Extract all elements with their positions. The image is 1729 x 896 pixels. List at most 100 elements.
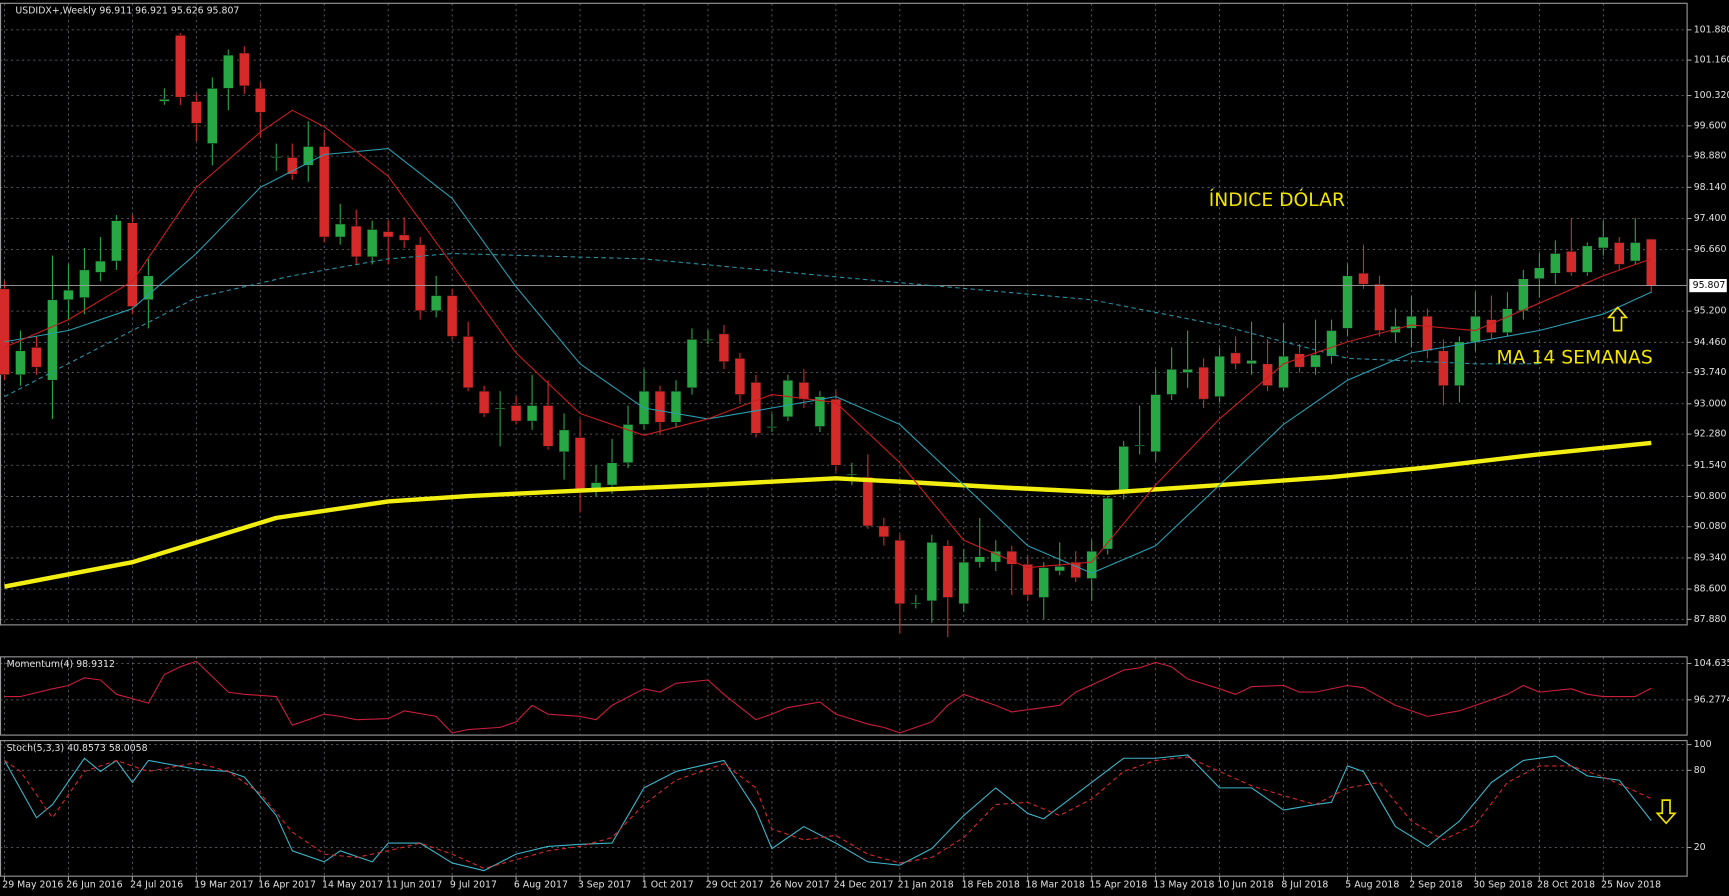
candle-body — [1038, 567, 1049, 598]
candle-body — [526, 405, 538, 422]
candle-body — [1262, 363, 1273, 386]
candle-body — [750, 382, 762, 434]
x-tick-label: 15 Apr 2018 — [1089, 879, 1147, 890]
candle-body — [1518, 278, 1529, 312]
panel-title: USDIDX+,Weekly 96.911 96.921 95.626 95.8… — [15, 6, 239, 17]
candle-body — [1118, 446, 1129, 495]
y-tick-label: 90.800 — [1694, 491, 1727, 502]
candle-body — [1294, 353, 1305, 368]
candle-body — [782, 379, 794, 418]
candle-body — [1422, 315, 1433, 352]
candle-body — [830, 398, 842, 466]
panel-title: Momentum(4) 98.9312 — [7, 659, 115, 670]
x-tick-label: 26 Jun 2016 — [66, 879, 122, 890]
candle-body — [1246, 360, 1257, 365]
candle-body — [207, 88, 218, 144]
y-tick-label: 80 — [1694, 765, 1706, 776]
panel-frame — [0, 656, 1688, 736]
candle-body — [398, 234, 410, 241]
candle-body — [846, 473, 858, 476]
annotation: ÍNDICE DÓLAR — [1209, 187, 1345, 211]
candle-body — [1006, 550, 1017, 565]
candle-body — [718, 333, 730, 362]
y-tick-label: 96.660 — [1694, 244, 1727, 255]
candle-body — [31, 347, 42, 368]
candle-body — [1134, 444, 1145, 447]
panel-frame — [0, 740, 1688, 877]
candle-body — [15, 350, 26, 376]
y-tick-label: 100.320 — [1694, 90, 1729, 101]
last-price-box — [1689, 278, 1727, 293]
candle-body — [942, 545, 954, 598]
y-tick-label: 87.880 — [1694, 614, 1727, 625]
x-tick-label: 11 Jun 2017 — [386, 879, 442, 890]
indicator-line — [4, 252, 1540, 398]
candle-body — [287, 157, 298, 175]
candle-body — [910, 602, 922, 605]
candle-body — [814, 396, 826, 427]
candle-body — [798, 382, 810, 400]
candle-body — [1438, 350, 1449, 386]
candle-body — [542, 405, 554, 447]
candle-body — [1342, 275, 1353, 329]
x-tick-label: 25 Nov 2018 — [1601, 879, 1661, 890]
y-tick-label: 101.160 — [1694, 55, 1729, 66]
candle-body — [95, 260, 106, 273]
x-tick-label: 29 Oct 2017 — [706, 879, 764, 890]
candle-body — [63, 289, 74, 301]
candle-body — [175, 35, 186, 98]
candle-body — [1150, 394, 1161, 453]
candle-body — [366, 229, 378, 258]
candle-body — [654, 390, 666, 423]
y-tick-label: 95.200 — [1694, 306, 1727, 317]
candle-body — [990, 550, 1001, 563]
x-tick-label: 24 Jul 2016 — [130, 879, 183, 890]
candle-body — [734, 358, 746, 395]
y-tick-label: 90.080 — [1694, 521, 1727, 532]
indicator-line — [4, 109, 1652, 569]
x-tick-label: 2 Sep 2018 — [1409, 879, 1462, 890]
candle-body — [334, 223, 346, 238]
candle-body — [1198, 366, 1209, 400]
panel-title: Stoch(5,3,3) 40.8573 58.0058 — [7, 743, 148, 754]
candle-body — [958, 561, 970, 605]
y-tick-label: 100 — [1694, 739, 1712, 750]
x-tick-label: 8 Jul 2018 — [1281, 879, 1328, 890]
y-tick-label: 101.880 — [1694, 24, 1729, 35]
down-arrow — [1655, 799, 1677, 825]
candle-body — [271, 156, 282, 158]
candle-body — [1502, 308, 1513, 333]
candle-body — [350, 225, 362, 258]
y-tick-label: 99.600 — [1694, 120, 1727, 131]
candle-body — [127, 222, 138, 307]
x-tick-label: 26 Nov 2017 — [770, 879, 830, 890]
candle-body — [446, 295, 458, 337]
indicator-line — [4, 754, 1652, 872]
candle-body — [1278, 355, 1289, 389]
candle-body — [47, 299, 58, 381]
x-tick-label: 9 Jul 2017 — [450, 879, 497, 890]
y-tick-label: 98.140 — [1694, 182, 1727, 193]
candle-body — [1054, 566, 1065, 572]
candle-body — [319, 146, 330, 238]
last-price-label: 95.807 — [1693, 280, 1726, 291]
candle-body — [111, 220, 122, 262]
candle-body — [1166, 368, 1177, 395]
y-tick-label: 89.340 — [1694, 552, 1727, 563]
candle-body — [574, 437, 586, 493]
x-tick-label: 13 May 2018 — [1153, 879, 1214, 890]
x-tick-label: 18 Mar 2018 — [1026, 879, 1085, 890]
candle-body — [1310, 354, 1321, 368]
candle-body — [1646, 238, 1657, 286]
x-tick-label: 14 May 2017 — [322, 879, 383, 890]
y-tick-label: 93.740 — [1694, 367, 1727, 378]
y-tick-label: 93.000 — [1694, 398, 1727, 409]
candle-body — [1086, 550, 1097, 579]
candle-body — [255, 88, 266, 113]
candle-body — [1406, 315, 1417, 329]
y-tick-label: 20 — [1694, 842, 1706, 853]
candle-body — [1534, 267, 1545, 279]
candle-body — [239, 52, 250, 87]
